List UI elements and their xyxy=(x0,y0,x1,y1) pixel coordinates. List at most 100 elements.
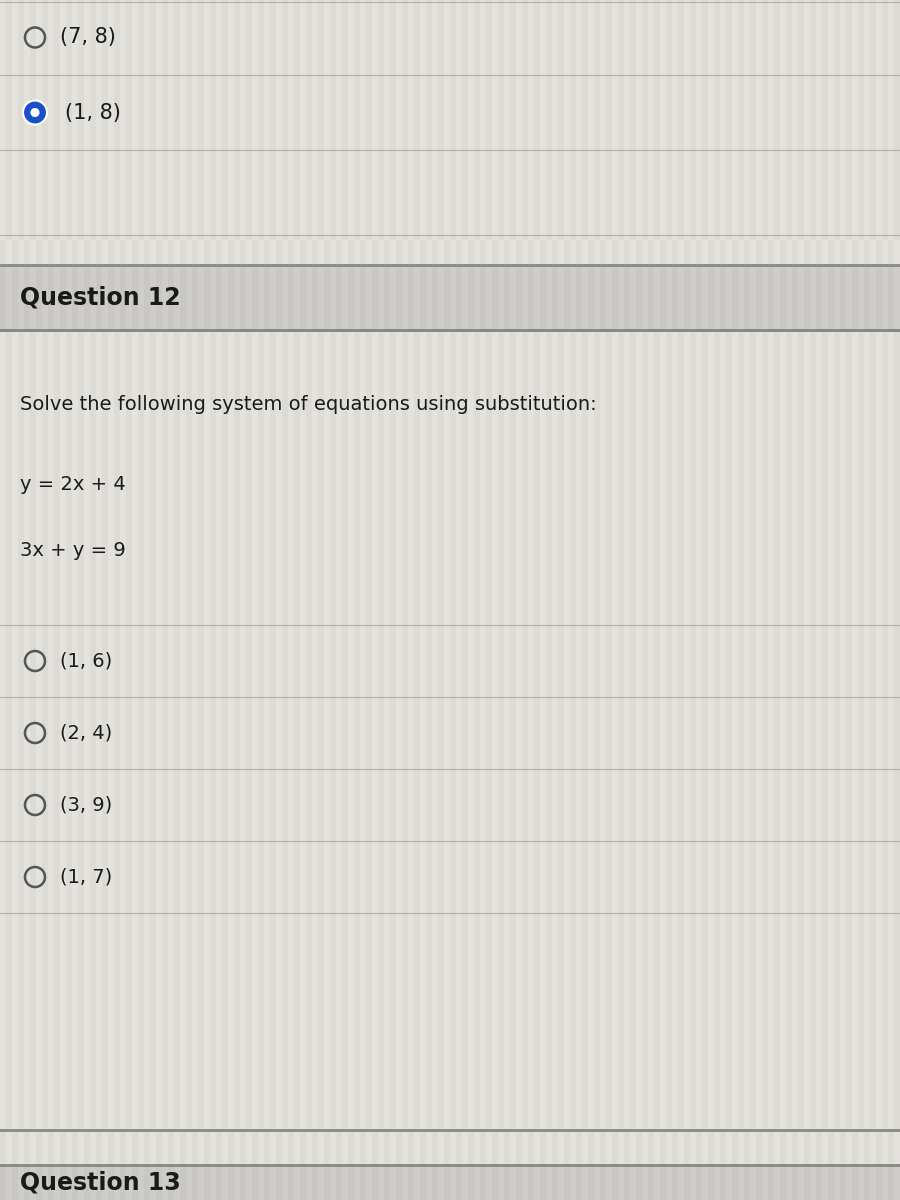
Bar xyxy=(654,1130,660,1165)
Bar xyxy=(120,330,126,1130)
Bar xyxy=(30,265,36,330)
Bar xyxy=(372,265,378,330)
Bar xyxy=(114,0,120,240)
Bar xyxy=(858,1130,864,1165)
Bar xyxy=(720,330,726,1130)
Bar xyxy=(456,1130,462,1165)
Bar xyxy=(180,330,186,1130)
Bar xyxy=(360,1130,366,1165)
Bar xyxy=(768,0,774,240)
Bar xyxy=(330,1165,336,1200)
Bar xyxy=(456,0,462,1200)
Bar xyxy=(192,330,198,1130)
Bar xyxy=(690,0,696,1200)
Bar xyxy=(132,1165,138,1200)
Bar xyxy=(336,0,342,240)
Bar xyxy=(792,1130,798,1165)
Bar xyxy=(792,0,798,240)
Bar xyxy=(618,0,624,1200)
Bar xyxy=(132,0,138,1200)
Bar xyxy=(96,265,102,330)
Bar xyxy=(420,0,426,240)
Bar xyxy=(438,0,444,240)
Bar xyxy=(810,265,816,330)
Bar xyxy=(24,0,30,240)
Bar xyxy=(750,1165,756,1200)
Bar xyxy=(726,330,732,1130)
Bar xyxy=(444,1130,450,1165)
Bar xyxy=(744,1130,750,1165)
Bar xyxy=(30,330,36,1130)
Bar xyxy=(792,0,798,1200)
Bar xyxy=(852,265,858,330)
Bar xyxy=(42,0,48,240)
Bar xyxy=(870,265,876,330)
Bar xyxy=(372,1130,378,1165)
Bar xyxy=(390,1165,396,1200)
Bar xyxy=(318,0,324,1200)
Bar xyxy=(456,0,462,240)
Bar xyxy=(582,265,588,330)
Bar xyxy=(498,0,504,1200)
Bar xyxy=(30,1165,36,1200)
Bar xyxy=(894,1165,900,1200)
Bar xyxy=(726,0,732,240)
Bar xyxy=(288,1130,294,1165)
Bar xyxy=(552,1165,558,1200)
Bar xyxy=(432,1165,438,1200)
Bar xyxy=(486,1130,492,1165)
Bar xyxy=(282,0,288,240)
Bar xyxy=(702,265,708,330)
Bar xyxy=(78,1130,84,1165)
Bar xyxy=(534,265,540,330)
Bar xyxy=(702,0,708,240)
Bar xyxy=(78,0,84,1200)
Bar xyxy=(846,0,852,1200)
Bar xyxy=(690,0,696,240)
Bar xyxy=(666,0,672,1200)
Bar xyxy=(258,265,264,330)
Bar xyxy=(36,1130,42,1165)
Bar xyxy=(162,0,168,240)
Bar xyxy=(384,0,390,240)
Bar xyxy=(36,0,42,240)
Bar xyxy=(324,0,330,1200)
Bar xyxy=(42,0,48,1200)
Bar xyxy=(270,265,276,330)
Bar xyxy=(606,0,612,1200)
Bar xyxy=(336,1165,342,1200)
Bar xyxy=(330,0,336,1200)
Bar xyxy=(108,0,114,1200)
Bar xyxy=(48,330,54,1130)
Bar xyxy=(150,0,156,240)
Bar xyxy=(876,1130,882,1165)
Bar xyxy=(564,330,570,1130)
Bar xyxy=(312,0,318,240)
Bar xyxy=(552,0,558,240)
Bar xyxy=(852,0,858,240)
Bar xyxy=(396,1165,402,1200)
Bar xyxy=(354,330,360,1130)
Bar xyxy=(468,0,474,1200)
Bar xyxy=(636,1130,642,1165)
Bar xyxy=(738,0,744,240)
Bar xyxy=(540,1130,546,1165)
Bar xyxy=(162,0,168,1200)
Bar xyxy=(474,330,480,1130)
Bar xyxy=(276,0,282,1200)
Text: (2, 4): (2, 4) xyxy=(60,724,112,743)
Bar xyxy=(816,1130,822,1165)
Bar xyxy=(0,0,6,1200)
Bar xyxy=(312,265,318,330)
Bar xyxy=(12,330,18,1130)
Bar xyxy=(264,0,270,240)
Bar xyxy=(786,0,792,240)
Bar xyxy=(660,1130,666,1165)
Bar xyxy=(264,1165,270,1200)
Bar xyxy=(396,1130,402,1165)
Bar xyxy=(300,1165,306,1200)
Bar xyxy=(6,330,12,1130)
Bar xyxy=(102,0,108,1200)
Bar xyxy=(126,0,132,1200)
Bar xyxy=(540,265,546,330)
